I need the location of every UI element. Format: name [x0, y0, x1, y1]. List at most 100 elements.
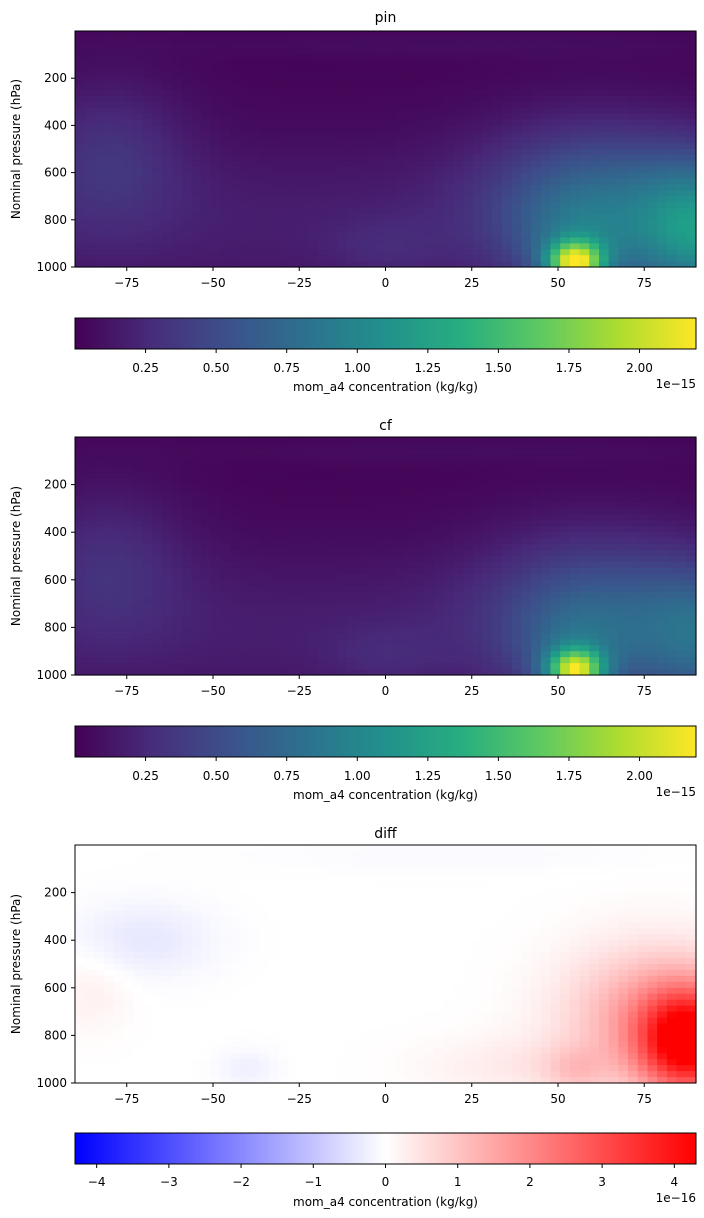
heatmap-cell — [288, 72, 299, 79]
heatmap-cell — [366, 442, 377, 450]
heatmap-cell — [269, 54, 280, 62]
heatmap-cell — [307, 184, 319, 191]
heatmap-cell — [269, 166, 280, 174]
heatmap-cell — [404, 615, 416, 623]
heatmap-cell — [356, 639, 367, 646]
heatmap-cell — [142, 645, 154, 652]
heatmap-cell — [269, 184, 280, 191]
heatmap-cell — [75, 621, 86, 628]
heatmap-cell — [327, 591, 338, 599]
heatmap-cell — [472, 460, 484, 468]
heatmap-cell — [434, 36, 445, 44]
heatmap-cell — [133, 149, 144, 156]
heatmap-cell — [278, 231, 290, 239]
heatmap-cell — [201, 621, 212, 628]
heatmap-cell — [346, 585, 357, 593]
heatmap-cell — [531, 532, 542, 539]
heatmap-cell — [628, 514, 639, 521]
heatmap-cell — [191, 125, 202, 132]
heatmap-cell — [327, 137, 338, 144]
heatmap-cell — [269, 627, 280, 634]
heatmap-cell — [104, 36, 115, 44]
heatmap-cell — [162, 478, 173, 486]
heatmap-cell — [249, 72, 260, 79]
heatmap-cell — [569, 538, 581, 545]
heatmap-cell — [404, 538, 416, 545]
heatmap-cell — [676, 172, 687, 180]
heatmap-cell — [511, 502, 522, 509]
heatmap-cell — [521, 131, 532, 138]
heatmap-cell — [152, 627, 163, 634]
heatmap-cell — [181, 538, 193, 545]
heatmap-cell — [453, 514, 464, 521]
heatmap-cell — [375, 261, 387, 268]
heatmap-cell — [463, 579, 474, 587]
heatmap-cell — [181, 166, 193, 174]
heatmap-cell — [239, 633, 251, 640]
heatmap-cell — [84, 237, 95, 244]
heatmap-cell — [686, 651, 697, 658]
heatmap-cell — [230, 460, 241, 468]
heatmap-cell — [366, 149, 377, 156]
heatmap-cell — [589, 225, 600, 233]
heatmap-cell — [210, 60, 222, 67]
heatmap-cell — [560, 101, 571, 109]
heatmap-cell — [336, 538, 348, 545]
heatmap-cell — [666, 119, 678, 126]
heatmap-cell — [511, 573, 522, 581]
heatmap-cell — [511, 261, 522, 268]
heatmap-cell — [230, 60, 241, 67]
heatmap-cell — [501, 448, 513, 456]
heatmap-cell — [113, 538, 125, 545]
heatmap-cell — [404, 556, 416, 563]
heatmap-cell — [676, 213, 687, 221]
heatmap-cell — [298, 437, 309, 444]
heatmap-cell — [443, 448, 455, 456]
heatmap-cell — [540, 160, 552, 168]
heatmap-cell — [666, 95, 678, 103]
x-tick-label: −75 — [114, 276, 139, 290]
heatmap-cell — [463, 633, 474, 640]
heatmap-cell — [666, 101, 678, 109]
heatmap-cell — [657, 478, 668, 486]
heatmap-cell — [501, 160, 513, 168]
heatmap-cell — [210, 202, 222, 209]
heatmap-cell — [414, 639, 425, 646]
heatmap-cell — [278, 196, 290, 203]
heatmap-cell — [346, 36, 357, 44]
heatmap-cell — [434, 249, 445, 256]
heatmap-cell — [463, 550, 474, 557]
heatmap-cell — [356, 95, 367, 103]
heatmap-cell — [210, 101, 222, 109]
heatmap-cell — [191, 627, 202, 634]
heatmap-cell — [249, 184, 260, 191]
heatmap-cell — [589, 54, 600, 62]
heatmap-cell — [269, 466, 280, 474]
heatmap-cell — [395, 460, 406, 468]
heatmap-cell — [142, 603, 154, 611]
heatmap-cell — [434, 520, 445, 527]
heatmap-cell — [550, 597, 561, 605]
heatmap-cell — [385, 219, 396, 227]
heatmap-cell — [666, 520, 678, 527]
heatmap-cell — [511, 609, 522, 617]
heatmap-cell — [172, 154, 183, 162]
heatmap-cell — [628, 538, 639, 545]
heatmap-cell — [686, 101, 697, 109]
heatmap-cell — [191, 172, 202, 180]
heatmap-cell — [647, 131, 658, 138]
heatmap-cell — [249, 460, 260, 468]
heatmap-cell — [463, 196, 474, 203]
heatmap-cell — [531, 603, 542, 611]
heatmap-cell — [152, 526, 163, 533]
heatmap-cell — [104, 225, 115, 233]
heatmap-cell — [550, 442, 561, 450]
heatmap-cell — [307, 219, 319, 227]
heatmap-cell — [210, 639, 222, 646]
heatmap-cell — [104, 48, 115, 56]
x-tick-label: 50 — [550, 276, 565, 290]
heatmap-cell — [336, 95, 348, 103]
heatmap-cell — [336, 442, 348, 450]
heatmap-cell — [463, 585, 474, 593]
heatmap-cell — [172, 249, 183, 256]
